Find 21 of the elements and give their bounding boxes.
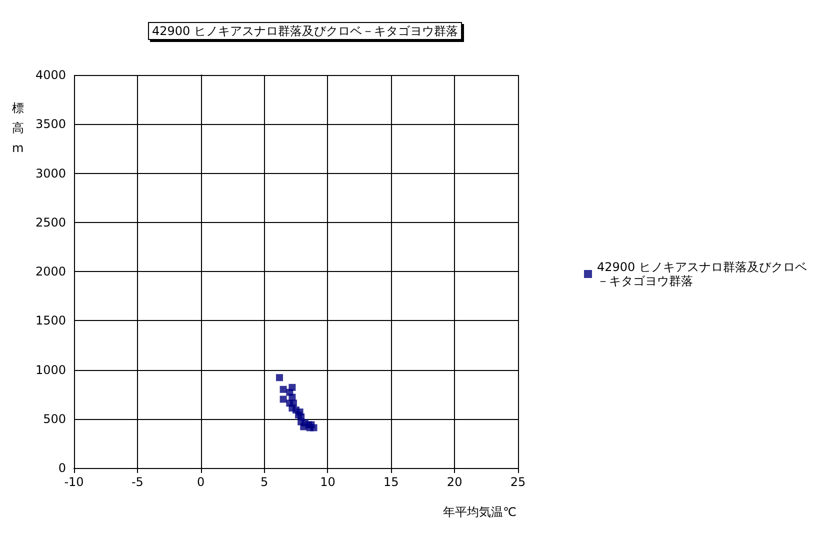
x-axis-title: 年平均気温℃ [443, 505, 516, 519]
x-tick-label: 25 [510, 475, 526, 489]
y-tick-label: 1500 [35, 314, 66, 328]
x-tick-label: 15 [384, 475, 399, 489]
y-tick-label: 1000 [35, 362, 66, 377]
y-tick-label: 500 [43, 412, 66, 426]
legend-label: 42900 ヒノキアスナロ群落及びクロベ－キタゴヨウ群落 [597, 260, 808, 288]
x-tick-label: 5 [260, 475, 268, 489]
y-tick-label: 3500 [35, 117, 66, 132]
y-tick-label: 4000 [35, 68, 66, 82]
x-tick-label: 20 [446, 475, 462, 489]
y-tick-label: 3000 [35, 166, 66, 180]
y-tick-label: 2000 [35, 264, 66, 278]
x-tick-label: -5 [131, 475, 144, 489]
x-tick-label: 0 [197, 475, 205, 489]
chart-title: 42900 ヒノキアスナロ群落及びクロベ－キタゴヨウ群落 [152, 24, 458, 38]
x-tick-label: -10 [64, 475, 84, 489]
y-axis-title: 標高m [12, 101, 24, 155]
x-tick-label: 10 [320, 475, 336, 489]
y-tick-label: 2500 [35, 215, 66, 230]
y-tick-label: 0 [58, 461, 66, 475]
